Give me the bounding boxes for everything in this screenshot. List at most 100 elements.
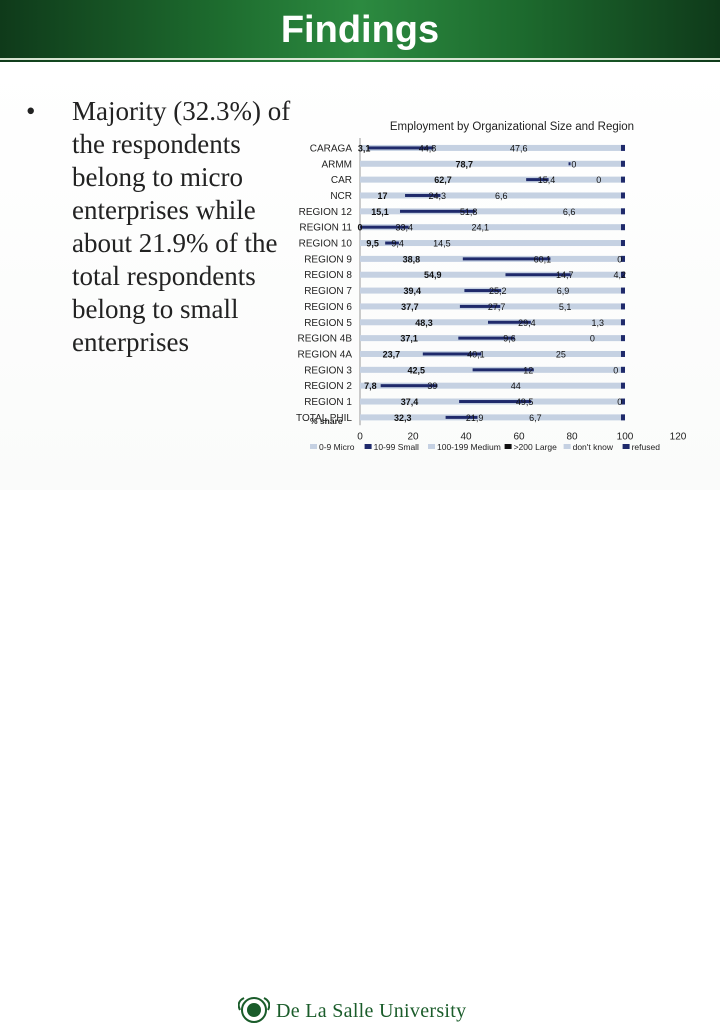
data-label: 15,4	[538, 175, 556, 185]
bar-total	[360, 414, 625, 421]
bar-small	[505, 273, 571, 277]
bar-refused	[621, 144, 625, 151]
bar-refused	[621, 414, 625, 421]
data-label: 14,5	[433, 239, 451, 249]
category-label: REGION 9	[304, 254, 352, 265]
bar-refused	[621, 208, 625, 215]
data-label: 37,1	[400, 334, 418, 344]
category-label: CARAGA	[310, 143, 353, 154]
plot-area: CARAGA 3,1 44,8 47,6 ARMM 78,7 0 CAR 62,7 15,4 0 NC…	[296, 138, 687, 442]
data-label: 54,9	[424, 270, 442, 280]
category-label: REGION 6	[304, 302, 352, 313]
bar-refused	[621, 176, 625, 183]
data-label: 38,8	[403, 254, 421, 264]
data-label: 9,5	[366, 239, 379, 249]
data-label: 39,4	[403, 286, 421, 296]
bar-small	[472, 368, 534, 372]
data-label: 25	[556, 349, 566, 359]
bar-small	[487, 320, 531, 324]
bar-total	[360, 192, 625, 199]
data-label: 78,7	[456, 159, 474, 169]
legend-label: refused	[632, 442, 661, 452]
data-label: 21,9	[466, 413, 484, 423]
legend-swatch	[563, 444, 571, 449]
university-name: De La Salle University	[276, 1000, 467, 1022]
category-label: REGION 10	[299, 239, 353, 250]
bar-refused	[621, 366, 625, 373]
data-label: 48,3	[415, 318, 433, 328]
data-label: 17	[378, 191, 388, 201]
category-label: REGION 7	[304, 286, 352, 297]
bar-total	[360, 382, 625, 389]
data-label: 39	[427, 381, 437, 391]
slide-title: Findings	[280, 9, 440, 51]
legend-swatch	[428, 444, 435, 449]
category-label: REGION 12	[299, 207, 353, 218]
data-label: 0	[571, 159, 576, 169]
x-tick-label: 40	[460, 431, 472, 442]
x-tick-label: 0	[357, 431, 363, 442]
bar-refused	[621, 319, 625, 326]
data-label: 27,7	[488, 302, 506, 312]
bullet-dot-icon: •	[26, 96, 36, 126]
data-label: 3,1	[358, 143, 371, 153]
data-label: 32,3	[394, 413, 412, 423]
bar-small	[445, 415, 478, 419]
category-label: TOTAL PHIL	[296, 413, 352, 424]
category-label: REGION 8	[304, 270, 352, 281]
bar-small	[360, 225, 409, 229]
bar-total	[360, 176, 625, 183]
bar-total	[360, 240, 625, 247]
bar-refused	[621, 382, 625, 389]
legend-label: 0-9 Micro	[319, 442, 355, 452]
data-label: 44	[511, 381, 521, 391]
bar-total	[360, 160, 625, 167]
bar-small	[459, 304, 501, 308]
footer: De La Salle University	[0, 492, 720, 1023]
data-label: 37,7	[401, 302, 419, 312]
bullet-text: Majority (32.3%) of the respondents belo…	[72, 96, 291, 357]
category-label: NCR	[330, 191, 352, 202]
legend-label: 100-199 Medium	[437, 442, 501, 452]
data-label: 25,2	[489, 286, 507, 296]
bar-refused	[621, 335, 625, 342]
legend-label: don't know	[573, 442, 614, 452]
data-label: 5,1	[559, 302, 572, 312]
legend-swatch	[622, 444, 630, 449]
bar-refused	[621, 303, 625, 310]
data-label: 47,6	[510, 143, 528, 153]
title-underline	[0, 58, 720, 60]
category-label: REGION 3	[304, 365, 352, 376]
data-label: 44,8	[419, 143, 437, 153]
data-label: 29,4	[518, 318, 536, 328]
bar-refused	[621, 224, 625, 231]
data-label: 62,7	[434, 175, 452, 185]
data-label: 51,8	[460, 207, 478, 217]
x-tick-label: 80	[566, 431, 578, 442]
bar-small	[458, 336, 515, 340]
data-label: 23,7	[383, 349, 401, 359]
category-label: CAR	[331, 175, 352, 186]
data-label: 33,4	[395, 223, 413, 233]
bar-total	[360, 271, 625, 278]
chart-title: Employment by Organizational Size and Re…	[390, 121, 634, 133]
data-label: 60,1	[534, 254, 552, 264]
data-label: 6,7	[529, 413, 542, 423]
category-label: REGION 1	[304, 397, 352, 408]
bar-refused	[621, 350, 625, 357]
bar-refused	[621, 287, 625, 294]
university-seal-icon	[238, 997, 270, 1023]
data-label: 0	[617, 254, 622, 264]
data-label: 49,5	[516, 397, 534, 407]
data-label: 0	[613, 365, 618, 375]
legend-swatch	[310, 444, 317, 449]
data-label: 40,1	[467, 349, 485, 359]
x-axis-label: % share	[310, 416, 343, 426]
bar-small	[368, 146, 434, 150]
data-label: 0	[590, 334, 595, 344]
data-label: 42,5	[408, 365, 426, 375]
data-label: 0	[357, 223, 362, 233]
x-tick-label: 120	[670, 431, 687, 442]
data-label: 0	[596, 175, 601, 185]
legend-swatch	[364, 444, 372, 449]
